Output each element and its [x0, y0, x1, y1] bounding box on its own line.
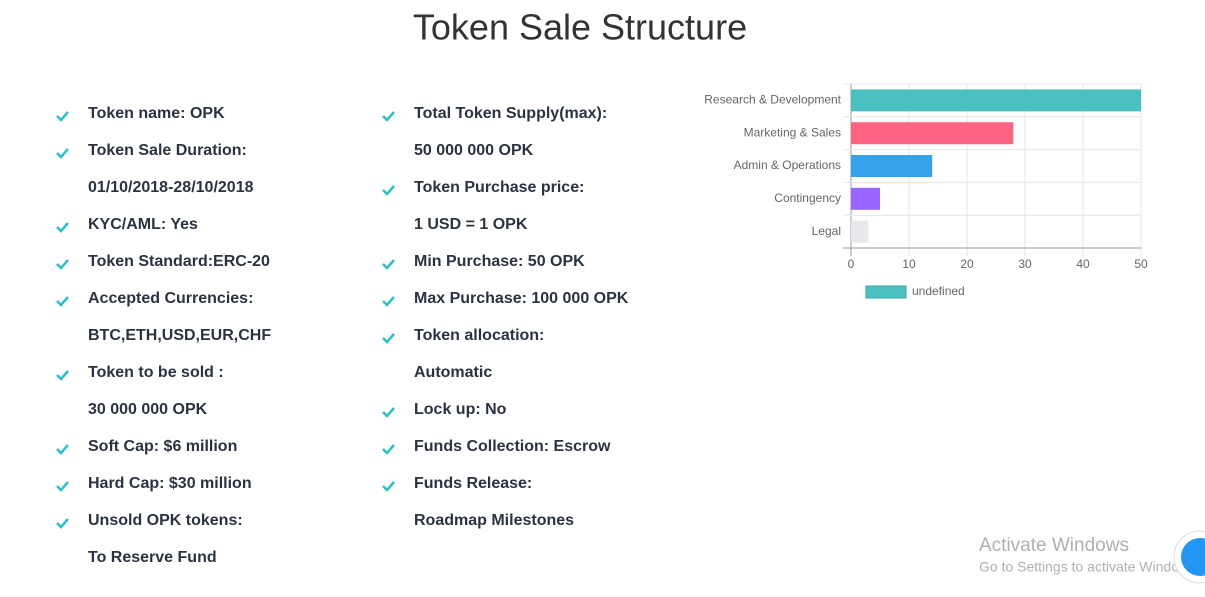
list-item-text: Lock up: No [414, 401, 507, 418]
page-title: Token Sale Structure [413, 7, 747, 48]
x-tick-label: 40 [1076, 257, 1090, 271]
list-item-text: 1 USD = 1 OPK [414, 216, 528, 233]
list-item-text: Token to be sold : [88, 364, 224, 381]
x-tick-label: 30 [1018, 257, 1032, 271]
check-icon [382, 481, 395, 492]
y-tick-label: Marketing & Sales [744, 125, 841, 139]
list-item-text: To Reserve Fund [88, 549, 217, 566]
list-item-text: Unsold OPK tokens: [88, 512, 243, 529]
x-tick-label: 10 [902, 257, 916, 271]
bar [851, 155, 933, 177]
check-icon [56, 296, 69, 307]
bar [851, 220, 869, 243]
check-icon [56, 222, 69, 233]
list-item-text: Token allocation: [414, 327, 544, 344]
check-icon [56, 481, 69, 492]
check-icon [56, 518, 69, 529]
check-icon [382, 259, 395, 270]
y-tick-label: Contingency [774, 191, 841, 205]
list-item-text: Max Purchase: 100 000 OPK [414, 290, 629, 307]
check-icon [56, 148, 69, 159]
list-item-text: BTC,ETH,USD,EUR,CHF [88, 327, 271, 344]
check-icon [382, 296, 395, 307]
list-item-text: Roadmap Milestones [414, 512, 574, 529]
check-icon [382, 111, 395, 122]
list-item-text: 50 000 000 OPK [414, 142, 534, 159]
list-item-text: Total Token Supply(max): [414, 105, 607, 122]
bar [851, 89, 1141, 112]
list-item-text: Funds Release: [414, 475, 532, 492]
check-icon [382, 444, 395, 455]
x-tick-label: 20 [960, 257, 974, 271]
legend-swatch [865, 285, 907, 299]
watermark-title: Activate Windows [979, 535, 1129, 556]
legend-label: undefined [912, 284, 965, 298]
y-tick-label: Legal [812, 224, 841, 238]
list-item-text: Automatic [414, 364, 492, 381]
check-icon [56, 111, 69, 122]
list-item-text: Token Sale Duration: [88, 142, 247, 159]
y-tick-label: Research & Development [704, 93, 841, 107]
list-item-text: KYC/AML: Yes [88, 216, 198, 233]
list-item-text: Token Standard:ERC-20 [88, 253, 270, 270]
bar [851, 187, 880, 210]
x-tick-label: 50 [1134, 257, 1148, 271]
check-icon [56, 370, 69, 381]
check-icon [382, 333, 395, 344]
list-item-text: Token Purchase price: [414, 179, 584, 196]
list-item-text: Soft Cap: $6 million [88, 438, 237, 455]
list-item-text: Min Purchase: 50 OPK [414, 253, 585, 270]
chat-icon[interactable] [1181, 538, 1205, 576]
list-item-text: Hard Cap: $30 million [88, 475, 252, 492]
list-item-text: Accepted Currencies: [88, 290, 253, 307]
check-icon [56, 444, 69, 455]
list-item-text: Token name: OPK [88, 105, 225, 122]
list-item-text: 01/10/2018-28/10/2018 [88, 179, 254, 196]
bar [851, 122, 1014, 145]
list-item-text: Funds Collection: Escrow [414, 438, 611, 455]
watermark-subtitle: Go to Settings to activate Windows [979, 559, 1196, 575]
check-icon [56, 259, 69, 270]
list-item-text: 30 000 000 OPK [88, 401, 208, 418]
check-icon [382, 185, 395, 196]
x-tick-label: 0 [848, 257, 855, 271]
check-icon [382, 407, 395, 418]
y-tick-label: Admin & Operations [734, 158, 841, 172]
